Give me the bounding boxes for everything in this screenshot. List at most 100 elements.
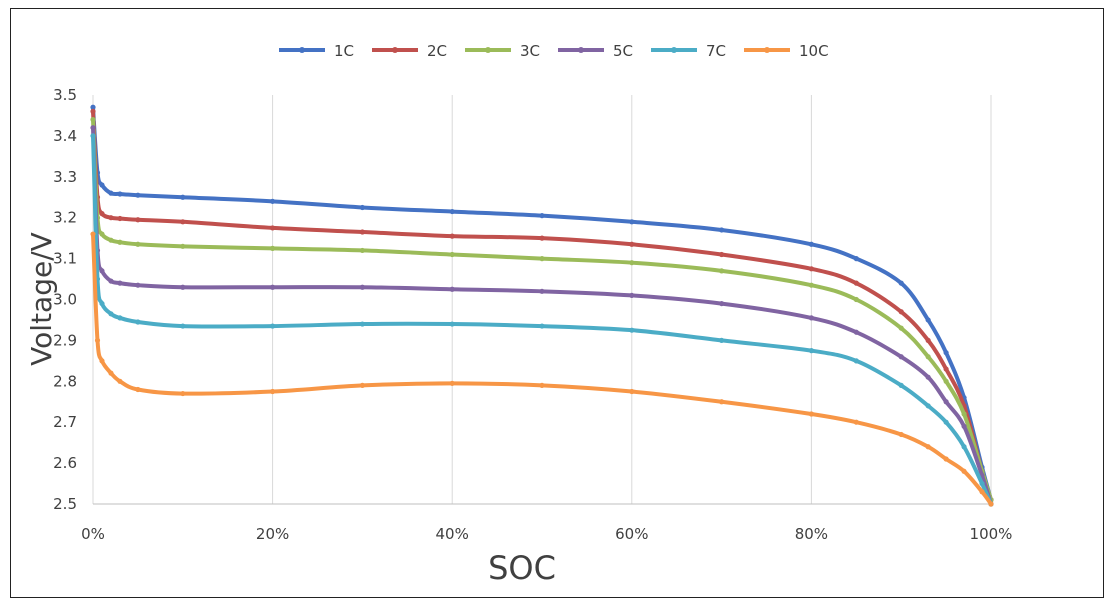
data-point-1C bbox=[359, 204, 365, 211]
data-point-10C bbox=[961, 468, 967, 474]
chart-frame: 0% 20% 40% 60% 80% 100% 2.5 2.6 2.7 2.8 2.9 3.0 3.1 3… bbox=[10, 8, 1104, 598]
y-tick-label: 3.3 bbox=[53, 168, 77, 186]
data-point-10C bbox=[629, 388, 635, 395]
data-point-7C bbox=[117, 315, 123, 321]
data-point-2C bbox=[180, 219, 186, 225]
data-point-1C bbox=[99, 182, 105, 188]
data-point-7C bbox=[961, 444, 967, 450]
data-point-10C bbox=[988, 501, 994, 507]
legend-marker-5C bbox=[578, 47, 584, 53]
data-point-1C bbox=[629, 219, 635, 225]
data-point-2C bbox=[853, 280, 859, 286]
data-point-10C bbox=[979, 489, 985, 495]
legend-marker-1C bbox=[299, 47, 305, 53]
data-point-3C bbox=[719, 268, 725, 274]
data-point-2C bbox=[108, 215, 114, 221]
data-point-3C bbox=[117, 239, 123, 245]
y-tick-label: 2.8 bbox=[53, 372, 77, 390]
data-point-1C bbox=[853, 256, 859, 262]
data-point-3C bbox=[898, 325, 904, 331]
data-point-10C bbox=[270, 388, 276, 395]
data-point-7C bbox=[99, 300, 105, 307]
y-tick-label: 2.5 bbox=[53, 495, 77, 513]
data-point-2C bbox=[925, 337, 931, 343]
data-point-5C bbox=[270, 284, 276, 290]
data-point-5C bbox=[117, 280, 123, 286]
legend-label-10C: 10C bbox=[799, 42, 829, 60]
legend-label-3C: 3C bbox=[520, 42, 540, 60]
y-tick-label: 3.2 bbox=[53, 209, 77, 227]
x-axis-title: SOC bbox=[488, 549, 556, 587]
data-point-10C bbox=[853, 419, 859, 425]
data-point-7C bbox=[359, 321, 365, 327]
data-point-7C bbox=[808, 348, 815, 354]
data-point-2C bbox=[719, 251, 725, 258]
data-point-2C bbox=[898, 309, 904, 315]
data-point-5C bbox=[449, 286, 455, 292]
data-point-10C bbox=[135, 386, 141, 393]
data-point-10C bbox=[359, 382, 365, 388]
data-point-10C bbox=[99, 358, 105, 364]
data-point-5C bbox=[180, 284, 186, 290]
data-point-10C bbox=[94, 337, 101, 343]
legend-marker-7C bbox=[671, 47, 677, 53]
data-point-3C bbox=[961, 411, 967, 417]
data-point-2C bbox=[943, 366, 949, 372]
data-point-7C bbox=[719, 337, 725, 343]
data-point-3C bbox=[629, 260, 635, 266]
x-tick-label: 100% bbox=[970, 525, 1013, 543]
data-point-2C bbox=[270, 225, 276, 231]
data-point-3C bbox=[135, 241, 141, 247]
data-point-10C bbox=[90, 231, 96, 237]
y-tick-label: 3.0 bbox=[53, 291, 77, 309]
series-line-5C bbox=[91, 125, 993, 506]
data-point-2C bbox=[449, 233, 455, 239]
data-point-10C bbox=[943, 456, 949, 462]
data-point-2C bbox=[90, 108, 96, 114]
data-point-2C bbox=[808, 266, 815, 272]
data-point-10C bbox=[108, 370, 114, 376]
data-point-10C bbox=[539, 382, 545, 388]
data-point-10C bbox=[925, 444, 931, 450]
y-axis-title: Voltage/V bbox=[25, 232, 58, 366]
series-line-3C bbox=[91, 117, 993, 502]
data-point-5C bbox=[808, 315, 815, 321]
data-point-5C bbox=[961, 423, 967, 429]
data-point-7C bbox=[108, 311, 114, 317]
data-point-1C bbox=[90, 104, 96, 110]
grid-layer bbox=[92, 95, 992, 504]
data-point-1C bbox=[925, 317, 931, 323]
data-point-3C bbox=[539, 256, 545, 262]
data-point-3C bbox=[359, 247, 365, 254]
data-point-3C bbox=[108, 237, 114, 243]
data-point-5C bbox=[359, 284, 365, 290]
data-point-7C bbox=[898, 382, 904, 388]
x-tick-label: 80% bbox=[795, 525, 828, 543]
data-point-10C bbox=[719, 399, 725, 405]
data-point-2C bbox=[359, 229, 365, 235]
data-point-2C bbox=[117, 215, 123, 222]
series-layer bbox=[90, 104, 994, 507]
data-point-7C bbox=[979, 480, 985, 487]
y-tick-label: 3.5 bbox=[53, 86, 77, 104]
voltage-soc-chart: 0% 20% 40% 60% 80% 100% 2.5 2.6 2.7 2.8 2.9 3.0 3.1 3… bbox=[25, 42, 1013, 587]
data-point-1C bbox=[808, 241, 815, 247]
data-point-1C bbox=[449, 208, 455, 215]
data-point-7C bbox=[943, 419, 949, 425]
data-point-3C bbox=[943, 378, 949, 384]
data-point-7C bbox=[539, 323, 545, 329]
data-point-5C bbox=[135, 282, 141, 288]
x-tick-label: 20% bbox=[256, 525, 289, 543]
data-point-1C bbox=[898, 280, 904, 286]
y-tick-label: 2.6 bbox=[53, 454, 77, 472]
data-point-10C bbox=[898, 431, 904, 438]
data-point-7C bbox=[629, 327, 635, 333]
data-point-5C bbox=[925, 374, 931, 380]
series-line-2C bbox=[91, 109, 993, 502]
data-point-10C bbox=[449, 380, 455, 386]
data-point-3C bbox=[99, 231, 105, 237]
legend-label-2C: 2C bbox=[427, 42, 447, 60]
legend-marker-2C bbox=[392, 47, 398, 53]
data-point-2C bbox=[539, 235, 545, 241]
data-point-1C bbox=[108, 190, 114, 196]
